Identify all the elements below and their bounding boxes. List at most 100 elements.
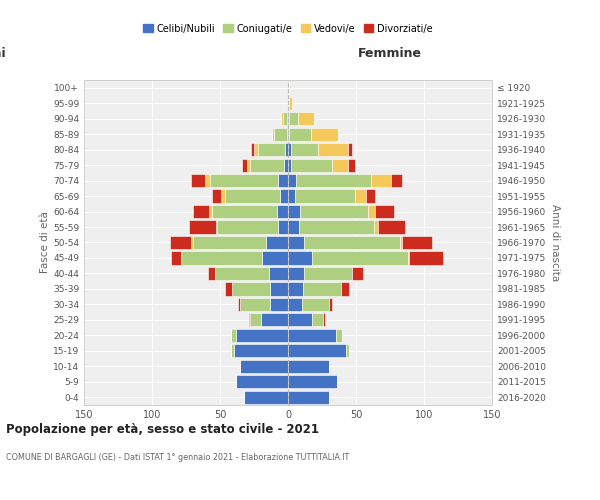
Bar xyxy=(288,236,304,249)
Bar xyxy=(274,128,287,140)
Bar xyxy=(288,344,346,358)
Bar xyxy=(378,220,405,234)
Text: Femmine: Femmine xyxy=(358,48,422,60)
Bar xyxy=(288,174,296,187)
Bar xyxy=(291,143,318,156)
Bar xyxy=(272,128,274,140)
Bar xyxy=(303,282,341,296)
Bar xyxy=(300,205,368,218)
Bar xyxy=(251,143,254,156)
Bar xyxy=(313,252,407,264)
Bar xyxy=(231,344,233,358)
Bar xyxy=(295,190,355,202)
Bar xyxy=(375,205,394,218)
Bar xyxy=(205,174,211,187)
Bar xyxy=(371,174,391,187)
Bar xyxy=(288,158,291,172)
Bar xyxy=(288,314,313,326)
Bar xyxy=(285,143,288,156)
Bar xyxy=(250,314,261,326)
Bar xyxy=(341,282,349,296)
Bar xyxy=(217,220,278,234)
Bar xyxy=(209,205,212,218)
Bar xyxy=(241,298,271,311)
Bar xyxy=(311,128,338,140)
Bar xyxy=(208,267,215,280)
Bar xyxy=(288,96,289,110)
Bar xyxy=(191,174,205,187)
Bar xyxy=(365,190,375,202)
Bar xyxy=(298,112,314,126)
Text: COMUNE DI BARGAGLI (GE) - Dati ISTAT 1° gennaio 2021 - Elaborazione TUTTITALIA.I: COMUNE DI BARGAGLI (GE) - Dati ISTAT 1° … xyxy=(6,452,349,462)
Bar xyxy=(288,375,337,388)
Bar xyxy=(318,143,348,156)
Bar xyxy=(302,298,329,311)
Bar xyxy=(221,190,226,202)
Bar xyxy=(271,282,288,296)
Bar xyxy=(409,252,443,264)
Bar xyxy=(287,112,288,126)
Bar xyxy=(181,252,262,264)
Bar xyxy=(262,252,288,264)
Bar xyxy=(348,143,352,156)
Bar xyxy=(216,220,217,234)
Bar xyxy=(288,128,289,140)
Bar xyxy=(346,344,349,358)
Bar xyxy=(283,112,287,126)
Bar xyxy=(355,190,365,202)
Bar xyxy=(407,252,409,264)
Bar xyxy=(266,236,288,249)
Bar xyxy=(244,390,288,404)
Bar xyxy=(171,252,181,264)
Bar xyxy=(193,205,209,218)
Bar xyxy=(278,174,288,187)
Bar xyxy=(238,298,241,311)
Bar xyxy=(212,205,277,218)
Bar xyxy=(288,112,289,126)
Bar xyxy=(289,128,311,140)
Bar xyxy=(277,205,288,218)
Bar xyxy=(226,282,232,296)
Bar xyxy=(211,174,278,187)
Bar xyxy=(288,329,335,342)
Bar xyxy=(191,236,193,249)
Bar xyxy=(248,314,250,326)
Bar xyxy=(288,282,303,296)
Bar xyxy=(304,267,352,280)
Bar xyxy=(280,190,288,202)
Bar xyxy=(299,220,374,234)
Bar xyxy=(281,112,283,126)
Bar xyxy=(189,220,216,234)
Bar xyxy=(329,298,332,311)
Bar xyxy=(288,81,289,94)
Bar xyxy=(288,143,291,156)
Bar xyxy=(400,236,402,249)
Legend: Celibi/Nubili, Coniugati/e, Vedovi/e, Divorziati/e: Celibi/Nubili, Coniugati/e, Vedovi/e, Di… xyxy=(139,20,437,38)
Bar xyxy=(287,128,288,140)
Bar xyxy=(304,236,400,249)
Bar xyxy=(247,158,250,172)
Bar xyxy=(236,375,288,388)
Bar xyxy=(215,267,269,280)
Bar xyxy=(288,360,329,373)
Bar xyxy=(332,158,348,172)
Bar xyxy=(193,236,266,249)
Bar xyxy=(348,158,355,172)
Bar xyxy=(335,329,343,342)
Bar xyxy=(296,174,371,187)
Bar xyxy=(241,360,288,373)
Bar xyxy=(271,298,288,311)
Bar xyxy=(231,329,236,342)
Bar xyxy=(278,220,288,234)
Bar xyxy=(374,220,378,234)
Bar xyxy=(284,158,288,172)
Bar xyxy=(289,96,292,110)
Bar xyxy=(288,390,329,404)
Bar xyxy=(258,143,285,156)
Bar xyxy=(288,267,304,280)
Bar xyxy=(288,298,302,311)
Bar xyxy=(288,190,295,202)
Bar xyxy=(226,190,280,202)
Bar xyxy=(233,344,288,358)
Bar xyxy=(402,236,432,249)
